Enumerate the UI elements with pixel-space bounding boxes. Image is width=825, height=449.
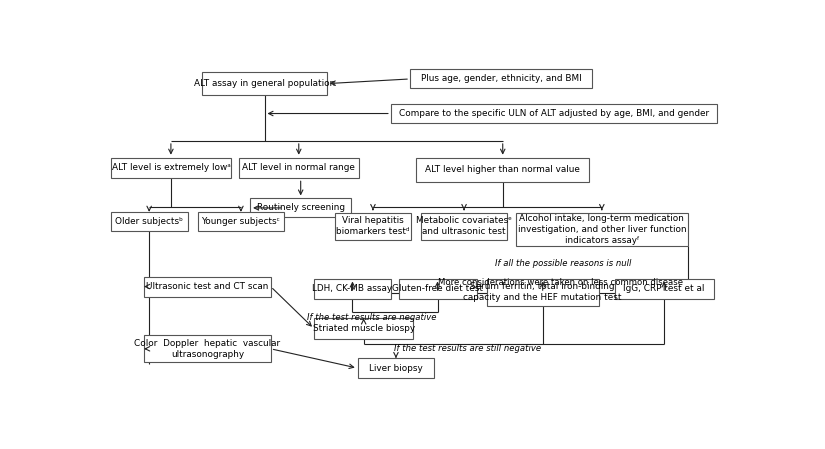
FancyBboxPatch shape: [391, 104, 717, 123]
Text: IgG, CRP test et al: IgG, CRP test et al: [624, 285, 705, 294]
FancyBboxPatch shape: [144, 277, 271, 297]
Text: Ultrasonic test and CT scan: Ultrasonic test and CT scan: [146, 282, 268, 291]
Text: Color  Doppler  hepatic  vascular
ultrasonography: Color Doppler hepatic vascular ultrasono…: [134, 339, 280, 359]
Text: Plus age, gender, ethnicity, and BMI: Plus age, gender, ethnicity, and BMI: [421, 75, 582, 84]
Text: Striated muscle biospy: Striated muscle biospy: [313, 324, 415, 333]
FancyBboxPatch shape: [111, 212, 187, 231]
Text: Metabolic covariatesᵉ
and ultrasonic test: Metabolic covariatesᵉ and ultrasonic tes…: [416, 216, 512, 237]
FancyBboxPatch shape: [250, 198, 351, 217]
Text: ALT level is extremely lowᵃ: ALT level is extremely lowᵃ: [111, 163, 230, 172]
FancyBboxPatch shape: [198, 212, 284, 231]
Text: Routinely screening: Routinely screening: [257, 203, 345, 212]
Text: LDH, CK-MB assay: LDH, CK-MB assay: [313, 285, 393, 294]
Text: ALT level higher than normal value: ALT level higher than normal value: [426, 165, 580, 174]
Text: Liver biopsy: Liver biopsy: [369, 364, 423, 373]
Text: Gluten-free diet test: Gluten-free diet test: [392, 285, 483, 294]
FancyBboxPatch shape: [144, 335, 271, 362]
FancyBboxPatch shape: [314, 318, 413, 339]
Text: Compare to the specific ULN of ALT adjusted by age, BMI, and gender: Compare to the specific ULN of ALT adjus…: [398, 109, 709, 118]
FancyBboxPatch shape: [417, 158, 589, 182]
FancyBboxPatch shape: [421, 213, 507, 240]
FancyBboxPatch shape: [202, 72, 327, 95]
Text: If the test results are negative: If the test results are negative: [307, 313, 436, 322]
FancyBboxPatch shape: [357, 358, 434, 378]
FancyBboxPatch shape: [615, 278, 714, 299]
Text: Older subjectsᵇ: Older subjectsᵇ: [116, 217, 183, 226]
Text: Younger subjectsᶜ: Younger subjectsᶜ: [201, 217, 280, 226]
FancyBboxPatch shape: [314, 278, 391, 299]
FancyBboxPatch shape: [516, 213, 688, 246]
Text: If all the possible reasons is null: If all the possible reasons is null: [495, 259, 632, 268]
Text: ALT assay in general population: ALT assay in general population: [194, 79, 335, 88]
Text: Alcohol intake, long-term medication
investigation, and other liver function
ind: Alcohol intake, long-term medication inv…: [517, 214, 686, 245]
FancyBboxPatch shape: [238, 158, 359, 178]
Text: ALT level in normal range: ALT level in normal range: [243, 163, 356, 172]
FancyBboxPatch shape: [410, 70, 592, 88]
Text: If the test results are still negative: If the test results are still negative: [394, 344, 541, 353]
FancyBboxPatch shape: [487, 278, 599, 306]
FancyBboxPatch shape: [398, 278, 477, 299]
FancyBboxPatch shape: [111, 158, 231, 178]
Text: More considerations were taken on less common disease: More considerations were taken on less c…: [438, 278, 683, 287]
Text: Serum ferritin, total iron-binding
capacity and the HEF mutation test: Serum ferritin, total iron-binding capac…: [464, 282, 622, 302]
Text: Viral hepatitis
biomarkers testᵈ: Viral hepatitis biomarkers testᵈ: [337, 216, 410, 237]
FancyBboxPatch shape: [335, 213, 412, 240]
